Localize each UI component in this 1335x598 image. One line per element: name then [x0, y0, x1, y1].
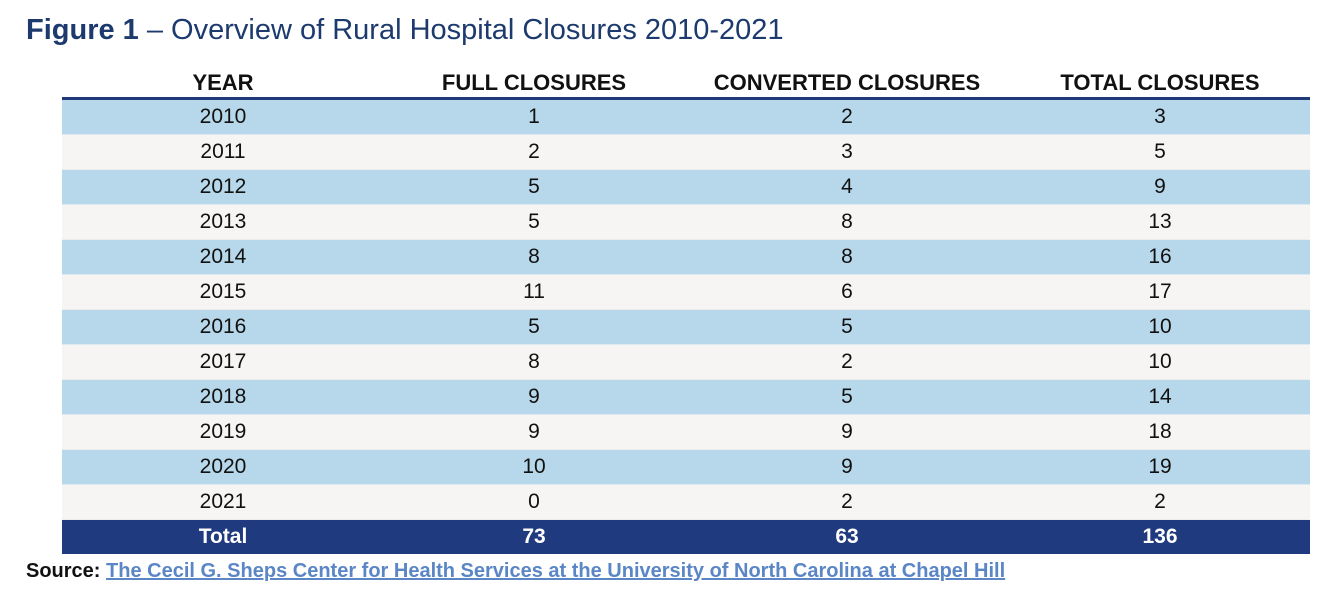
header-converted-closures: CONVERTED CLOSURES — [684, 66, 1010, 100]
figure-label: Figure 1 — [26, 14, 139, 46]
cell-total-closures: 13 — [1010, 204, 1310, 240]
cell-converted-closures: 6 — [684, 274, 1010, 310]
cell-converted-closures: 5 — [684, 309, 1010, 345]
cell-total-closures: 16 — [1010, 239, 1310, 275]
cell-year: 2013 — [62, 204, 384, 240]
table-row: 2014 8 8 16 — [62, 239, 1310, 275]
table-row: 2021 0 2 2 — [62, 484, 1310, 520]
cell-year: 2014 — [62, 239, 384, 275]
table-row: 2019 9 9 18 — [62, 414, 1310, 450]
figure-title: Figure 1 – Overview of Rural Hospital Cl… — [26, 14, 784, 47]
table-total-row: Total 73 63 136 — [62, 519, 1310, 554]
cell-year: 2018 — [62, 379, 384, 415]
cell-converted-closures: 2 — [684, 344, 1010, 380]
cell-full-closures: 5 — [384, 204, 684, 240]
closures-table: YEAR FULL CLOSURES CONVERTED CLOSURES TO… — [62, 66, 1310, 554]
cell-converted-closures: 5 — [684, 379, 1010, 415]
cell-converted-closures: 8 — [684, 204, 1010, 240]
cell-year: 2017 — [62, 344, 384, 380]
cell-total-closures: 14 — [1010, 379, 1310, 415]
cell-converted-closures: 3 — [684, 134, 1010, 170]
total-converted-closures: 63 — [684, 519, 1010, 554]
cell-full-closures: 1 — [384, 98, 684, 135]
cell-converted-closures: 9 — [684, 449, 1010, 485]
cell-full-closures: 2 — [384, 134, 684, 170]
cell-year: 2021 — [62, 484, 384, 520]
cell-full-closures: 11 — [384, 274, 684, 310]
cell-converted-closures: 9 — [684, 414, 1010, 450]
cell-converted-closures: 4 — [684, 169, 1010, 205]
cell-converted-closures: 2 — [684, 484, 1010, 520]
cell-total-closures: 17 — [1010, 274, 1310, 310]
cell-full-closures: 8 — [384, 344, 684, 380]
table-row: 2012 5 4 9 — [62, 169, 1310, 205]
cell-year: 2011 — [62, 134, 384, 170]
header-full-closures: FULL CLOSURES — [384, 66, 684, 100]
table-row: 2016 5 5 10 — [62, 309, 1310, 345]
header-total-closures: TOTAL CLOSURES — [1010, 66, 1310, 100]
cell-total-closures: 2 — [1010, 484, 1310, 520]
source-line: Source: The Cecil G. Sheps Center for He… — [26, 560, 1005, 583]
table-row: 2020 10 9 19 — [62, 449, 1310, 485]
table-row: 2011 2 3 5 — [62, 134, 1310, 170]
cell-full-closures: 0 — [384, 484, 684, 520]
header-year: YEAR — [62, 66, 384, 100]
cell-year: 2019 — [62, 414, 384, 450]
cell-total-closures: 10 — [1010, 344, 1310, 380]
cell-converted-closures: 2 — [684, 98, 1010, 135]
total-label: Total — [62, 519, 384, 554]
cell-year: 2012 — [62, 169, 384, 205]
table-body: 2010 1 2 3 2011 2 3 5 2012 5 4 9 2013 5 8 13 2014 8 8 16 201… — [62, 98, 1310, 554]
cell-year: 2010 — [62, 98, 384, 135]
cell-total-closures: 18 — [1010, 414, 1310, 450]
cell-full-closures: 8 — [384, 239, 684, 275]
table-row: 2017 8 2 10 — [62, 344, 1310, 380]
total-full-closures: 73 — [384, 519, 684, 554]
cell-full-closures: 10 — [384, 449, 684, 485]
cell-total-closures: 5 — [1010, 134, 1310, 170]
cell-total-closures: 9 — [1010, 169, 1310, 205]
cell-year: 2016 — [62, 309, 384, 345]
total-total-closures: 136 — [1010, 519, 1310, 554]
cell-full-closures: 9 — [384, 414, 684, 450]
source-label: Source: — [26, 560, 101, 582]
cell-year: 2020 — [62, 449, 384, 485]
cell-year: 2015 — [62, 274, 384, 310]
table-header-row: YEAR FULL CLOSURES CONVERTED CLOSURES TO… — [62, 66, 1310, 100]
cell-total-closures: 3 — [1010, 98, 1310, 135]
table-row: 2013 5 8 13 — [62, 204, 1310, 240]
cell-converted-closures: 8 — [684, 239, 1010, 275]
cell-total-closures: 19 — [1010, 449, 1310, 485]
cell-full-closures: 5 — [384, 309, 684, 345]
cell-full-closures: 9 — [384, 379, 684, 415]
table-row: 2010 1 2 3 — [62, 98, 1310, 135]
table-row: 2018 9 5 14 — [62, 379, 1310, 415]
source-link[interactable]: The Cecil G. Sheps Center for Health Ser… — [106, 560, 1006, 582]
table-row: 2015 11 6 17 — [62, 274, 1310, 310]
cell-total-closures: 10 — [1010, 309, 1310, 345]
figure-title-text: – Overview of Rural Hospital Closures 20… — [138, 14, 784, 46]
cell-full-closures: 5 — [384, 169, 684, 205]
